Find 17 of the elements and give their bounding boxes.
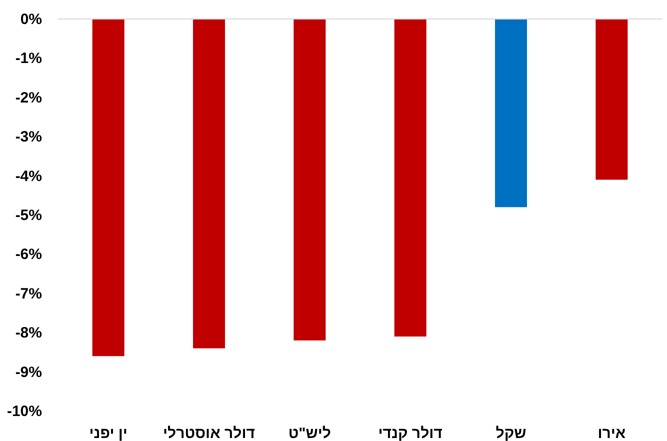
y-tick-label: 0% [20, 11, 42, 28]
y-tick-label: -5% [15, 207, 42, 224]
y-tick-label: -9% [15, 364, 42, 381]
x-tick-label: אירו [598, 425, 626, 441]
x-tick-label: שקל [496, 425, 526, 441]
x-tick-label: ליש"ט [288, 425, 331, 441]
x-tick-label: ין יפני [89, 425, 128, 441]
y-tick-label: -7% [15, 285, 42, 302]
y-tick-label: -4% [15, 168, 42, 185]
y-tick-label: -8% [15, 324, 42, 342]
y-tick-label: -10% [6, 403, 42, 420]
y-tick-label: -3% [15, 128, 42, 146]
y-tick-label: -6% [15, 246, 42, 264]
y-tick-label: -2% [15, 89, 42, 106]
x-tick-label: דולר אוסטרלי [163, 425, 256, 441]
x-tick-label: דולר קנדי [378, 425, 443, 441]
y-tick-label: -1% [15, 50, 42, 68]
